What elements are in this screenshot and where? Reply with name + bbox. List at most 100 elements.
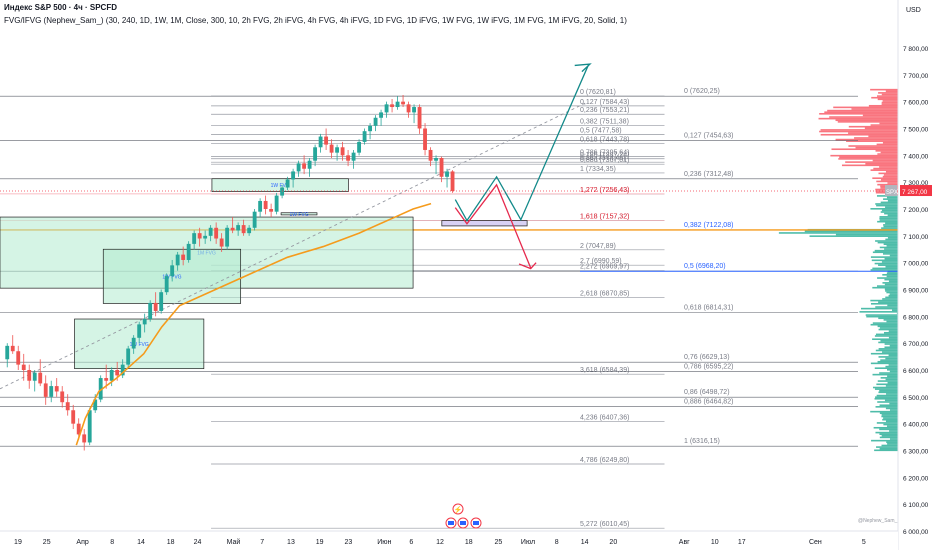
volume-profile-bar [890,293,898,295]
fib-right-label: 0,86 (6498,72) [684,389,730,396]
fib-right-label: 0 (7620,25) [684,88,720,95]
volume-profile-bar [873,374,898,376]
volume-profile-bar [877,221,898,223]
price-badge-text: 7 267,00 [902,189,928,196]
x-tick-label: 17 [738,539,746,546]
volume-profile-bar [882,298,898,300]
volume-profile-bar [875,335,898,337]
volume-profile-bar [872,338,898,340]
volume-profile-bar [876,334,898,336]
fib-level-label: 2 (7047,89) [580,243,616,250]
volume-profile-bar [885,358,898,360]
volume-profile-bar [880,412,898,414]
candle-body [390,104,394,107]
symbol-badge-text: SPX [886,190,898,196]
volume-profile-bar [875,240,898,242]
volume-profile-bar [883,224,898,226]
candle-body [258,201,262,212]
volume-profile-bar [885,366,898,368]
volume-profile-bar [877,401,898,403]
candle-body [132,338,136,349]
volume-profile-bar [887,276,898,278]
volume-profile-bar [871,269,898,271]
volume-profile-bar [886,441,898,443]
volume-profile-bar [880,216,898,218]
candle-body [253,212,257,228]
volume-profile-bar [819,131,898,133]
candle-body [445,171,449,176]
volume-profile-bar [887,375,898,377]
candle-body [385,104,389,112]
fib-highlight-label: 1,618 (7157,32) [580,213,629,220]
volume-profile-bar [819,113,898,115]
candle-body [236,225,240,230]
volume-profile-bar [875,398,898,400]
volume-profile-bar [880,359,898,361]
volume-profile-bar [882,103,898,105]
x-tick-label: Авг [679,539,690,546]
volume-profile-bar [879,329,898,331]
volume-profile-bar [879,433,898,435]
candle-body [275,196,279,212]
volume-profile-bar [889,355,898,357]
candle-body [352,153,356,161]
y-tick-label: 6 300,00 [903,449,929,456]
volume-profile-bar [890,438,898,440]
volume-profile-bar [884,174,898,176]
volume-profile-bar [877,144,898,146]
candle-body [176,255,180,266]
volume-profile-bar [870,89,898,91]
volume-profile-bar [876,383,898,385]
volume-profile-bar [884,332,898,334]
candle-body [5,346,9,359]
y-tick-label: 6 900,00 [903,288,929,295]
candle-body [115,370,119,375]
volume-profile-bar [869,105,898,107]
volume-profile-bar [879,372,898,374]
y-tick-label: 6 400,00 [903,422,929,429]
fib-level-label: 0,618 (7443,78) [580,137,629,144]
volume-profile-bar [875,388,898,390]
y-tick-label: 7 400,00 [903,153,929,160]
volume-profile-bar [871,303,898,305]
x-tick-label: 14 [581,539,589,546]
candle-body [22,365,26,370]
volume-profile-bar [877,95,898,97]
volume-profile-bar [830,155,898,157]
y-tick-label: 6 000,00 [903,529,929,536]
volume-profile-bar [889,280,898,282]
volume-profile-bar [882,102,898,104]
volume-profile-bar [859,311,898,313]
fib-level-label: 0,127 (7584,43) [580,99,629,106]
candle-body [418,107,422,128]
volume-profile-bar [839,156,898,158]
y-tick-label: 6 600,00 [903,368,929,375]
volume-profile-bar [889,337,898,339]
volume-profile-bar [886,171,898,173]
volume-profile-bar [879,429,898,431]
flag-mark [473,521,479,525]
volume-profile-bar [881,445,898,447]
x-tick-label: 19 [316,539,324,546]
volume-profile-bar [827,110,898,112]
candle-body [286,179,290,187]
volume-profile-bar [890,255,898,257]
candle-body [313,147,317,160]
y-tick-label: 7 000,00 [903,261,929,268]
volume-profile-bar [882,419,898,421]
volume-profile-bar [885,400,898,402]
volume-profile-bar [885,284,898,286]
fib-right-label: 0,127 (7454,63) [684,133,733,140]
x-tick-label: Апр [76,539,88,546]
candle-body [143,319,147,324]
volume-profile-bar [865,128,898,130]
x-tick-label: Июн [377,539,391,546]
volume-profile-bar [884,243,898,245]
volume-profile-bar [875,396,898,398]
volume-profile-bar [880,340,898,342]
y-tick-label: 6 800,00 [903,314,929,321]
y-tick-label: 7 700,00 [903,73,929,80]
fib-highlight-label: 1,272 (7256,43) [580,187,629,194]
volume-profile-bar [874,450,898,452]
